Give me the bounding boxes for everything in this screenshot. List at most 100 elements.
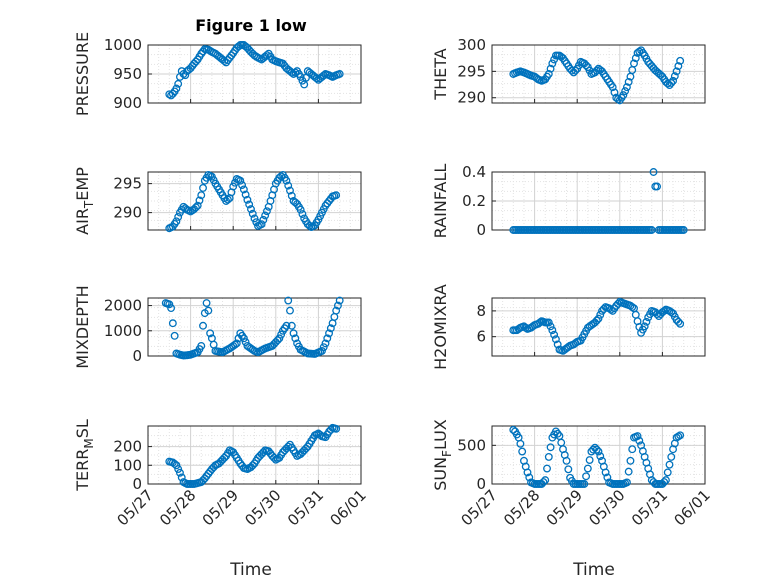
data-point (672, 67, 681, 76)
y-axis-label: MIXDEPTH (73, 285, 92, 368)
data-point (170, 459, 179, 468)
y-tick-label: 200 (113, 438, 142, 456)
data-point (635, 47, 644, 56)
axes-box (491, 297, 706, 357)
x-tick-label: 05/28 (156, 486, 199, 529)
data-point (277, 172, 286, 181)
data-series (165, 170, 341, 233)
data-point (333, 301, 342, 310)
y-tick-label: 0 (476, 221, 486, 239)
data-point (582, 472, 591, 481)
data-point (286, 306, 294, 315)
data-point (622, 478, 631, 487)
data-point (592, 445, 601, 454)
data-point (518, 447, 527, 456)
data-point (282, 176, 291, 185)
data-point (621, 87, 630, 96)
data-point (262, 207, 271, 216)
data-point (630, 59, 638, 68)
data-point (546, 64, 555, 73)
data-point (239, 185, 248, 194)
axes-box (147, 297, 362, 357)
data-point (332, 424, 341, 433)
data-point (548, 326, 557, 335)
y-tick-label: 0 (132, 347, 142, 365)
data-point (229, 182, 238, 191)
data-point (676, 319, 685, 328)
data-point (284, 181, 293, 190)
y-tick-label: 2000 (104, 297, 142, 315)
data-point (332, 306, 341, 315)
data-point (640, 322, 649, 331)
data-point (546, 443, 555, 452)
axes-box (147, 171, 362, 231)
y-tick-label: 900 (113, 94, 142, 112)
subplot-air-temp: 290 295 AIRTEMP (73, 167, 362, 235)
data-point (653, 182, 662, 191)
axes-box (491, 44, 706, 104)
data-point (582, 61, 591, 70)
data-point (550, 330, 559, 339)
data-point (236, 176, 245, 185)
y-axis-label: SUNFLUX (431, 419, 454, 491)
data-point (319, 343, 328, 352)
x-tick-label: 05/30 (585, 486, 628, 529)
data-point (594, 447, 603, 456)
data-point (172, 84, 181, 93)
data-point (580, 480, 589, 488)
y-tick-label: 300 (457, 36, 486, 54)
data-point (544, 452, 553, 461)
y-axis-label: AIRTEMP (73, 167, 96, 235)
data-point (653, 310, 662, 319)
data-point (305, 221, 314, 230)
data-series (161, 296, 344, 360)
data-point (335, 70, 344, 78)
data-point (676, 431, 685, 440)
data-point (277, 330, 286, 339)
data-point (603, 473, 612, 482)
data-point (323, 334, 332, 343)
data-point (248, 209, 257, 218)
data-series (509, 425, 685, 488)
data-point (667, 79, 676, 87)
x-tick-label: 05/29 (543, 486, 586, 529)
data-point (246, 205, 255, 214)
x-tick-label: 06/01 (327, 486, 370, 529)
data-point (199, 183, 207, 192)
data-point (197, 191, 206, 200)
data-point (325, 329, 333, 338)
data-point (245, 200, 254, 209)
data-point (571, 66, 580, 75)
minor-grid (148, 426, 361, 484)
axes-box (147, 425, 362, 485)
data-point (596, 452, 605, 461)
data-point (177, 473, 186, 482)
data-point (284, 296, 293, 305)
subplot-mixdepth: 0 1000 2000 MIXDEPTH (73, 285, 362, 369)
data-point (262, 51, 271, 60)
data-point (567, 66, 576, 75)
data-point (321, 339, 330, 348)
data-point (633, 432, 642, 441)
data-point (674, 432, 683, 441)
major-grid (491, 171, 706, 231)
data-point (326, 324, 335, 333)
data-point (592, 316, 601, 325)
data-point (614, 95, 622, 103)
data-point (335, 296, 344, 305)
data-point (667, 452, 676, 461)
axes-box (491, 425, 706, 485)
data-point (622, 83, 631, 92)
data-point (544, 70, 553, 78)
data-point (239, 334, 248, 343)
data-point (168, 89, 177, 98)
data-point (223, 195, 232, 204)
data-point (601, 468, 610, 477)
data-point (174, 212, 183, 221)
data-point (669, 76, 677, 85)
x-tick-label: 05/31 (284, 486, 327, 529)
data-point (326, 425, 335, 434)
data-point (624, 467, 633, 476)
